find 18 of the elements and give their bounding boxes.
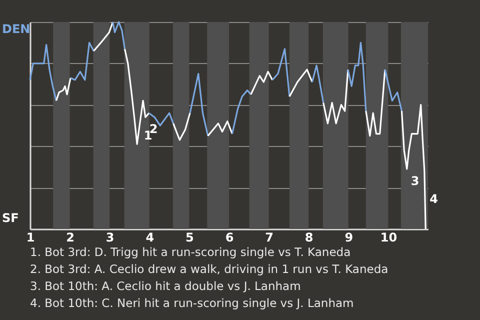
text: 4. Bot 10th: C. Neri hit a run-scoring single vs J. Lanham <box>30 295 355 312</box>
annotation: 3 <box>410 174 420 188</box>
text: 2. Bot 3rd: A. Ceclio drew a walk, driving in 1 run vs T. Kaneda <box>30 261 388 278</box>
x-tick-label: 4 <box>146 230 154 244</box>
x-tick-label: 8 <box>304 230 314 244</box>
annotation: 4 <box>430 192 438 206</box>
x-tick-label: 7 <box>265 230 274 244</box>
x-tick-label: 6 <box>225 230 234 244</box>
x-tick-label: 1 <box>26 230 35 244</box>
x-tick-label: 9 <box>344 230 354 244</box>
text: 3. Bot 10th: A. Ceclio hit a double vs J. Lanham <box>30 278 302 295</box>
x-tick-label: 5 <box>186 230 194 244</box>
x-tick-label: 2 <box>66 230 74 244</box>
text: 1. Bot 3rd: D. Trigg hit a run-scoring single vs T. Kaneda <box>30 244 352 261</box>
x-tick-label: 3 <box>106 230 114 244</box>
x-tick-label: 10 <box>380 230 398 244</box>
text: SF <box>2 211 19 225</box>
text: DEN <box>2 22 30 36</box>
